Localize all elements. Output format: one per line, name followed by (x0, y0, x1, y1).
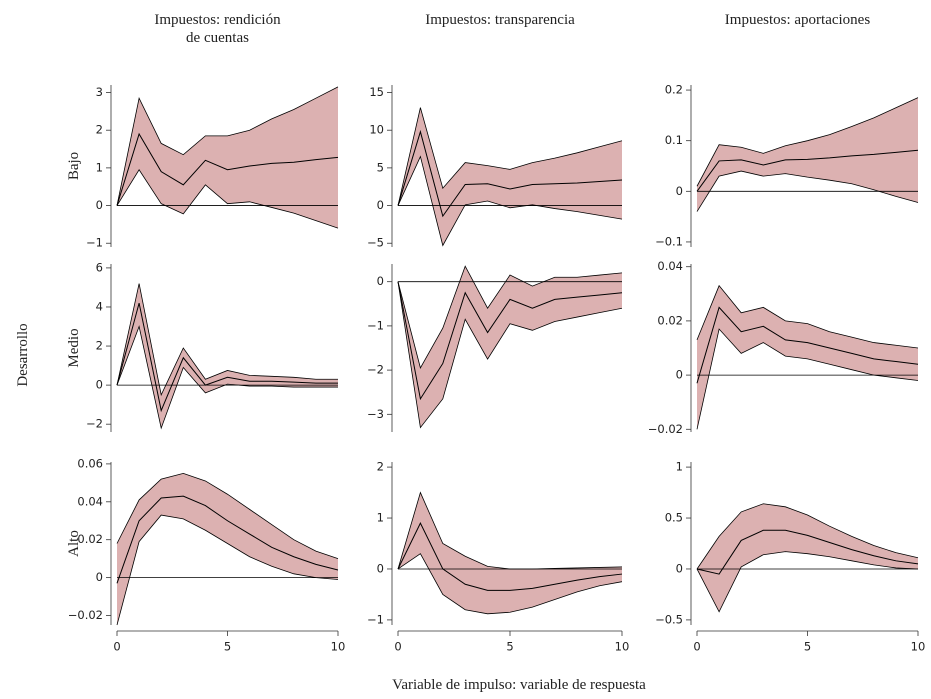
y-tick-label: −2 (86, 417, 103, 431)
upper-bound (397, 107, 623, 206)
response-line (116, 495, 339, 584)
lower-bound (116, 325, 338, 430)
column-title: de cuentas (186, 30, 249, 46)
y-tick-label: 2 (96, 339, 103, 353)
confidence-band (697, 97, 918, 212)
row-label: Alto (66, 530, 82, 557)
row-label: Bajo (66, 152, 82, 180)
lower-bound (116, 169, 339, 229)
column-title: Impuestos: rendición (154, 12, 281, 28)
y-tick-label: 0.04 (657, 259, 683, 273)
x-tick-label: 5 (804, 640, 811, 654)
y-tick-label: 0.1 (665, 133, 683, 147)
y-tick-label: 0 (676, 368, 683, 382)
y-tick-label: 2 (96, 123, 103, 137)
upper-bound (116, 283, 338, 397)
y-tick-label: 15 (369, 85, 384, 99)
response-line (116, 302, 338, 413)
lower-bound (397, 155, 623, 247)
y-tick-label: −0.1 (655, 234, 683, 248)
x-tick-label: 10 (331, 640, 346, 654)
lower-bound (116, 514, 339, 626)
confidence-band (398, 492, 622, 614)
confidence-band (398, 107, 622, 246)
confidence-band (117, 283, 338, 429)
x-tick-label: 0 (113, 640, 120, 654)
lower-bound (696, 170, 919, 212)
response-line (397, 129, 623, 218)
confidence-band (398, 266, 622, 428)
y-tick-label: 0.04 (77, 494, 103, 508)
y-tick-label: 0.02 (77, 532, 103, 546)
upper-bound (116, 86, 339, 206)
y-tick-label: −0.5 (655, 612, 683, 626)
y-tick-label: 5 (377, 160, 384, 174)
y-tick-label: 1 (676, 460, 683, 474)
y-tick-label: 0 (96, 198, 103, 212)
y-tick-label: 2 (377, 460, 384, 474)
y-tick-label: 0 (377, 561, 384, 575)
y-tick-label: 0.06 (77, 456, 103, 470)
confidence-band (697, 285, 918, 430)
x-tick-label: 10 (911, 640, 926, 654)
y-tick-label: 6 (96, 260, 103, 274)
x-tick-label: 0 (394, 640, 401, 654)
upper-bound (696, 503, 919, 570)
response-line (696, 149, 919, 192)
response-line (696, 306, 919, 384)
response-line (696, 529, 919, 575)
lower-bound (696, 328, 919, 430)
y-tick-label: −0.02 (68, 608, 103, 622)
y-axis-title: Desarrollo (15, 323, 31, 386)
confidence-band (117, 86, 338, 229)
y-tick-label: −1 (367, 318, 384, 332)
x-tick-label: 0 (693, 640, 700, 654)
x-tick-label: 5 (224, 640, 231, 654)
lower-bound (397, 553, 623, 615)
x-tick-label: 10 (615, 640, 630, 654)
response-line (116, 132, 339, 206)
y-tick-label: 0 (96, 570, 103, 584)
column-title: Impuestos: aportaciones (725, 12, 871, 28)
upper-bound (116, 472, 339, 560)
x-tick-label: 5 (506, 640, 513, 654)
y-tick-label: −3 (367, 407, 384, 421)
y-tick-label: 1 (377, 511, 384, 525)
lower-bound (696, 551, 919, 613)
y-tick-label: 0.5 (665, 511, 683, 525)
y-tick-label: 0.02 (657, 313, 683, 327)
y-tick-label: 4 (96, 299, 103, 313)
y-tick-label: −1 (367, 612, 384, 626)
upper-bound (696, 97, 919, 187)
confidence-band (697, 503, 918, 612)
confidence-band (117, 473, 338, 625)
y-tick-label: 0 (676, 561, 683, 575)
y-tick-label: 10 (369, 123, 384, 137)
y-tick-label: 0 (676, 184, 683, 198)
y-tick-label: 0.2 (665, 83, 683, 97)
y-tick-label: −2 (367, 363, 384, 377)
y-tick-label: 3 (96, 85, 103, 99)
y-tick-label: 0 (96, 378, 103, 392)
column-title: Impuestos: transparencia (425, 12, 575, 28)
x-axis-title: Variable de impulso: variable de respues… (392, 677, 646, 693)
upper-bound (696, 284, 919, 349)
lower-bound (397, 281, 623, 429)
y-tick-label: −0.02 (648, 422, 683, 436)
y-tick-label: 1 (96, 160, 103, 174)
upper-bound (397, 491, 623, 570)
y-tick-label: −1 (86, 236, 103, 250)
y-tick-label: 0 (377, 198, 384, 212)
response-line (397, 281, 623, 401)
row-label: Medio (66, 328, 82, 367)
response-line (397, 521, 623, 591)
y-tick-label: −5 (367, 236, 384, 250)
upper-bound (397, 265, 623, 369)
y-tick-label: 0 (377, 274, 384, 288)
